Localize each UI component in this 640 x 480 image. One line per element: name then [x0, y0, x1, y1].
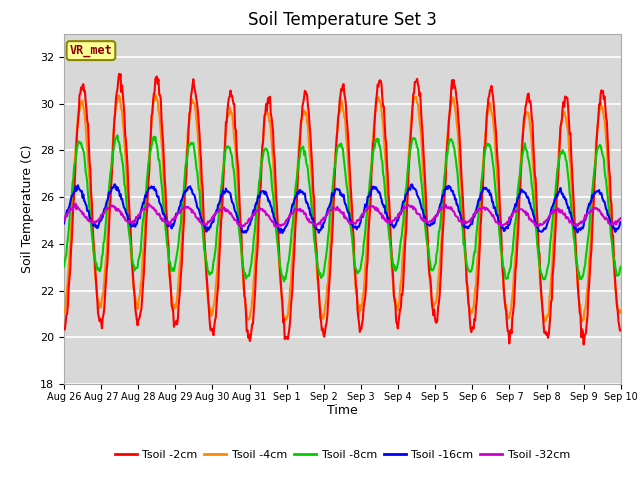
Text: VR_met: VR_met [70, 44, 112, 57]
Legend: Tsoil -2cm, Tsoil -4cm, Tsoil -8cm, Tsoil -16cm, Tsoil -32cm: Tsoil -2cm, Tsoil -4cm, Tsoil -8cm, Tsoi… [110, 445, 575, 465]
Title: Soil Temperature Set 3: Soil Temperature Set 3 [248, 11, 437, 29]
Y-axis label: Soil Temperature (C): Soil Temperature (C) [22, 144, 35, 273]
X-axis label: Time: Time [327, 405, 358, 418]
